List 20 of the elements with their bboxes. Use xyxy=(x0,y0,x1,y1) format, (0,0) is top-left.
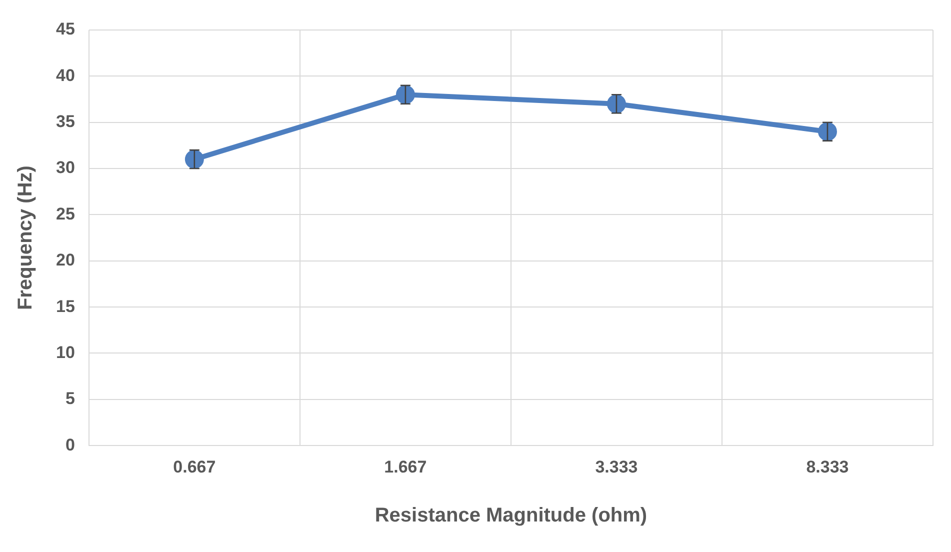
y-tick-label: 40 xyxy=(56,66,75,85)
y-axis-title: Frequency (Hz) xyxy=(14,166,37,310)
y-tick-label: 0 xyxy=(65,435,75,454)
y-tick-label: 30 xyxy=(56,158,75,178)
y-tick-label: 10 xyxy=(56,342,75,362)
point xyxy=(818,122,837,142)
x-tick-label: 8.333 xyxy=(806,457,849,476)
point xyxy=(606,94,626,114)
point xyxy=(396,85,415,104)
x-axis-title: Resistance Magnitude (ohm) xyxy=(374,504,648,527)
x-tick-label: 1.667 xyxy=(384,457,427,476)
y-tick-label: 20 xyxy=(56,250,75,270)
y-tick-label: 5 xyxy=(65,389,75,408)
y-tick-label: 45 xyxy=(56,20,75,39)
x-tick-label: 3.333 xyxy=(595,457,638,476)
x-tick-label: 0.667 xyxy=(173,457,216,476)
point xyxy=(184,150,204,169)
y-tick-label: 25 xyxy=(56,204,75,224)
y-tick-label: 15 xyxy=(56,296,75,316)
y-tick-label: 35 xyxy=(56,112,75,132)
